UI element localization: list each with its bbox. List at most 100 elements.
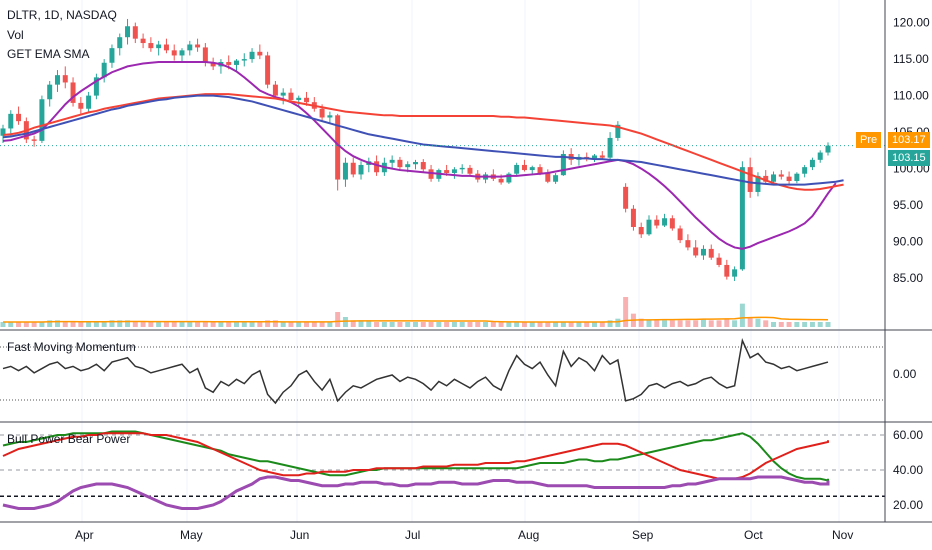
candlestick [693, 240, 699, 258]
candlestick [732, 266, 738, 282]
candle-body [428, 169, 434, 179]
candlestick [296, 95, 302, 107]
volume-bar [93, 322, 99, 327]
candlestick [514, 162, 520, 176]
volume-bar [23, 322, 29, 327]
candlestick [809, 157, 815, 171]
candlestick [366, 157, 372, 173]
volume-bar [568, 322, 574, 327]
volume-bar [86, 322, 92, 327]
volume-bar [78, 322, 84, 327]
volume-bar [405, 322, 411, 327]
volume-bar [62, 322, 68, 327]
volume-bar [272, 320, 278, 327]
candle-body [358, 164, 364, 175]
volume-bar [366, 320, 372, 327]
volume-bar [490, 322, 496, 327]
candlestick [47, 81, 53, 107]
bull-bear-pane-title: Bull Power Bear Power [7, 432, 131, 446]
ema-sma-legend: GET EMA SMA [7, 47, 90, 61]
volume-bar [669, 320, 675, 327]
candle-body [148, 43, 154, 49]
time-tick-label: Jun [290, 528, 309, 542]
candle-body [771, 174, 777, 182]
volume-bar [475, 322, 481, 327]
time-tick-label: May [180, 528, 203, 542]
candle-body [592, 155, 598, 159]
volume-ma-line [3, 316, 829, 323]
candle-body [498, 178, 504, 183]
candle-body [778, 174, 784, 177]
candlestick [117, 33, 123, 56]
candlestick [187, 40, 193, 56]
candle-body [615, 124, 621, 138]
candle-body [630, 208, 636, 227]
candle-body [31, 139, 37, 141]
volume-bar [163, 322, 169, 327]
volume-bar [747, 317, 753, 327]
candlestick [335, 113, 341, 191]
candle-body [125, 26, 131, 38]
volume-bar [685, 320, 691, 327]
candlestick [70, 77, 76, 107]
candlestick [93, 73, 99, 100]
bull-bear-pane: 60.00 40.00 20.00 [0, 428, 923, 512]
volume-bar [156, 322, 162, 327]
volume-bar [117, 320, 123, 327]
candle-body [47, 84, 53, 100]
volume-bar [374, 322, 380, 327]
volume-bar [47, 320, 53, 327]
price-tick-label: 95.00 [893, 198, 923, 212]
candle-body [389, 159, 395, 163]
candle-body [802, 167, 808, 174]
candlestick [132, 22, 138, 44]
volume-bar [8, 322, 14, 327]
candle-body [187, 44, 193, 51]
volume-bar [802, 322, 808, 327]
volume-bar [335, 312, 341, 327]
candlestick [778, 170, 784, 180]
volume-bar [210, 322, 216, 327]
volume-bar [451, 322, 457, 327]
candlestick [62, 66, 68, 89]
candlestick [257, 44, 263, 60]
time-tick-label: Aug [518, 528, 539, 542]
candle-body [265, 55, 271, 85]
volume-bar [397, 322, 403, 327]
candlestick [210, 57, 216, 71]
candle-body [233, 60, 239, 65]
time-tick-label: Oct [744, 528, 763, 542]
candle-body [374, 161, 380, 173]
candle-body [16, 113, 22, 122]
candlestick [420, 159, 426, 172]
volume-bar [599, 322, 605, 327]
candlestick [195, 38, 201, 52]
candle-body [646, 219, 652, 235]
candlestick [739, 161, 745, 271]
candlestick [54, 70, 60, 92]
candlestick [436, 168, 442, 182]
candle-body [54, 75, 60, 85]
candle-body [413, 162, 418, 165]
volume-bar [0, 322, 6, 327]
candlestick [630, 205, 636, 231]
candle-body [210, 62, 216, 67]
volume-bar [654, 320, 660, 327]
volume-bar [389, 322, 395, 327]
volume-bar [226, 322, 232, 327]
candle-body [335, 115, 341, 180]
candle-body [241, 59, 247, 61]
candle-body [724, 264, 730, 277]
bear-power-line [2, 432, 829, 480]
volume-bar [514, 322, 520, 327]
volume-bar [607, 320, 613, 327]
volume-bar [786, 322, 792, 327]
candlestick [78, 97, 84, 114]
price-tick-label: 90.00 [893, 235, 923, 249]
candle-body [545, 172, 551, 182]
volume-bar [327, 322, 333, 327]
candle-body [101, 62, 107, 78]
candle-body [708, 248, 714, 258]
candle-body [117, 37, 123, 49]
candle-body [93, 77, 99, 96]
